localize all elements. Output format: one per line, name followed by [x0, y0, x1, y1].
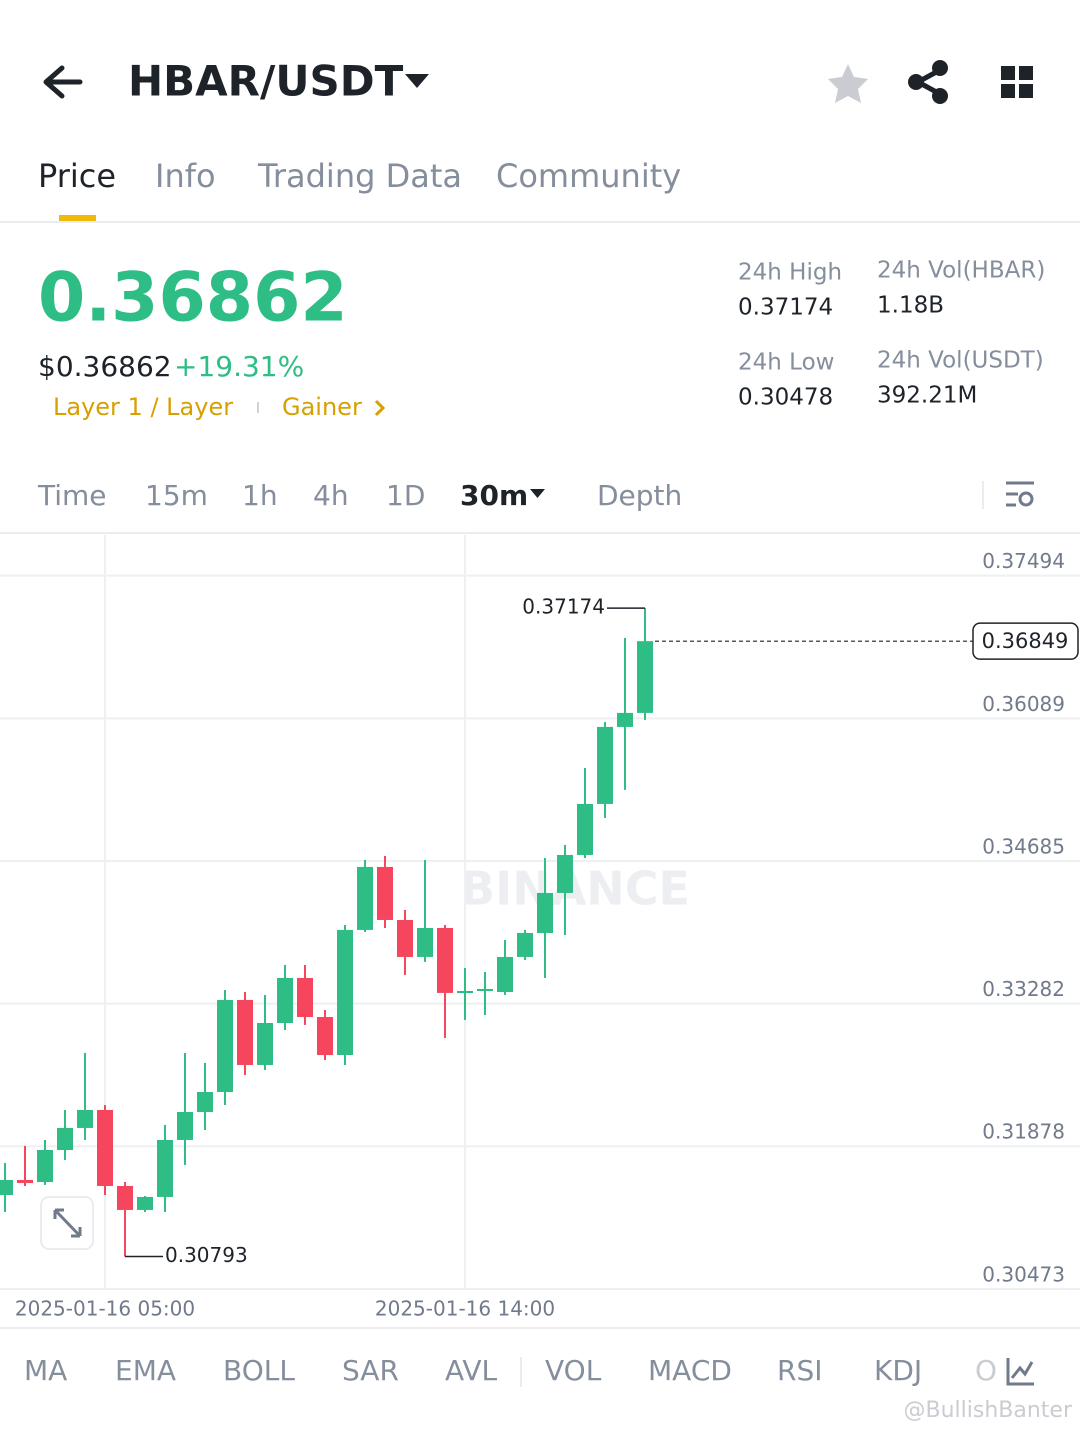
stat-value: 1.18B	[877, 293, 944, 319]
candle-body	[397, 919, 413, 957]
candle-body	[117, 1185, 133, 1210]
pair-dropdown[interactable]	[405, 74, 429, 88]
chart-settings[interactable]	[1006, 481, 1034, 507]
candle-body	[257, 1023, 273, 1065]
indicator[interactable]: MACD	[648, 1354, 732, 1387]
share-button[interactable]	[908, 60, 948, 104]
y-tick-label: 0.34685	[982, 835, 1065, 859]
interval-selected[interactable]: 30m	[460, 479, 528, 512]
candle-body	[97, 1109, 113, 1186]
x-tick-label: 2025-01-16 05:00	[15, 1297, 195, 1321]
candle-body	[37, 1150, 53, 1183]
candle-body	[537, 892, 553, 933]
high-label: 0.37174	[522, 595, 605, 619]
interval[interactable]: 15m	[145, 479, 208, 512]
candle-body	[437, 928, 453, 993]
tab[interactable]: Community	[496, 157, 681, 195]
candle-body	[0, 1179, 13, 1196]
tab[interactable]: Price	[38, 157, 116, 195]
candle-body	[557, 854, 573, 893]
candle-body	[517, 932, 533, 957]
indicator[interactable]: O	[975, 1354, 997, 1387]
y-tick-label: 0.37494	[982, 549, 1065, 573]
indicator[interactable]: VOL	[545, 1354, 602, 1387]
stat-value: 392.21M	[877, 383, 977, 409]
candle-body	[177, 1112, 193, 1140]
stat-label: 24h Low	[738, 350, 834, 376]
indicator[interactable]: EMA	[115, 1354, 176, 1387]
candle-body	[597, 726, 613, 804]
candle-body	[637, 641, 653, 713]
usd-price: $0.36862	[38, 350, 172, 383]
candle-body	[137, 1196, 153, 1210]
candle-body	[457, 990, 473, 993]
watermark: @BullishBanter	[903, 1398, 1072, 1423]
candle-body	[337, 929, 353, 1056]
candle-body	[237, 999, 253, 1065]
indicator-settings[interactable]	[1006, 1358, 1034, 1386]
x-tick-label: 2025-01-16 14:00	[375, 1297, 555, 1321]
y-tick-label: 0.36089	[982, 692, 1065, 716]
candle-body	[77, 1109, 93, 1128]
candle-body	[317, 1017, 333, 1056]
tag[interactable]: Gainer	[282, 393, 362, 421]
interval-dropdown[interactable]	[530, 489, 545, 498]
last-price-box	[972, 622, 1079, 660]
last-price: 0.36862	[38, 259, 348, 338]
candle-body	[417, 928, 433, 957]
tag[interactable]: Layer 1 / Layer	[53, 393, 233, 421]
layout-button[interactable]	[1001, 66, 1033, 98]
chart-watermark: BINANCE	[460, 862, 690, 916]
indicator[interactable]: MA	[24, 1354, 67, 1387]
interval[interactable]: Depth	[597, 479, 682, 512]
indicator[interactable]: RSI	[777, 1354, 823, 1387]
indicator[interactable]: KDJ	[874, 1354, 922, 1387]
candle-body	[57, 1127, 73, 1151]
candle-body	[357, 866, 373, 930]
stat-value: 0.37174	[738, 295, 833, 321]
candle-body	[497, 956, 513, 993]
price-change: +19.31%	[174, 350, 304, 383]
candle-body	[157, 1139, 173, 1197]
stat-label: 24h High	[738, 260, 842, 286]
interval[interactable]: 1h	[242, 479, 278, 512]
indicator[interactable]: AVL	[445, 1354, 498, 1387]
expand-button[interactable]	[40, 1196, 94, 1250]
tab-indicator	[59, 215, 96, 221]
y-tick-label: 0.33282	[982, 977, 1065, 1001]
last-price-label: 0.36849	[982, 629, 1069, 653]
tab[interactable]: Info	[155, 157, 216, 195]
candlestick-chart: BINANCE 0.30473 0.31878 0.33282 0.34685 0.36…	[0, 535, 1080, 1321]
candle-body	[377, 866, 393, 920]
pair-title[interactable]: HBAR/USDT	[128, 57, 404, 106]
tab[interactable]: Trading Data	[257, 157, 462, 195]
stat-label: 24h Vol(HBAR)	[877, 258, 1045, 284]
candle-body	[297, 977, 313, 1018]
candle-body	[197, 1091, 213, 1113]
stat-value: 0.30478	[738, 385, 833, 411]
candle-body	[277, 977, 293, 1024]
low-label: 0.30793	[165, 1243, 248, 1267]
y-tick-label: 0.30473	[982, 1263, 1065, 1287]
indicator[interactable]: SAR	[342, 1354, 399, 1387]
stat-label: 24h Vol(USDT)	[877, 348, 1044, 374]
y-tick-label: 0.31878	[982, 1120, 1065, 1144]
candle-body	[577, 803, 593, 855]
candle-body	[217, 999, 233, 1092]
favorite-star[interactable]	[828, 64, 868, 103]
candle-body	[17, 1179, 33, 1184]
back-button[interactable]	[43, 65, 83, 99]
interval[interactable]: 1D	[386, 479, 425, 512]
indicator[interactable]: BOLL	[223, 1354, 295, 1387]
candle-body	[477, 988, 493, 991]
chevron	[374, 399, 386, 417]
interval[interactable]: Time	[37, 479, 107, 512]
interval[interactable]: 4h	[313, 479, 349, 512]
candle-body	[617, 712, 633, 727]
